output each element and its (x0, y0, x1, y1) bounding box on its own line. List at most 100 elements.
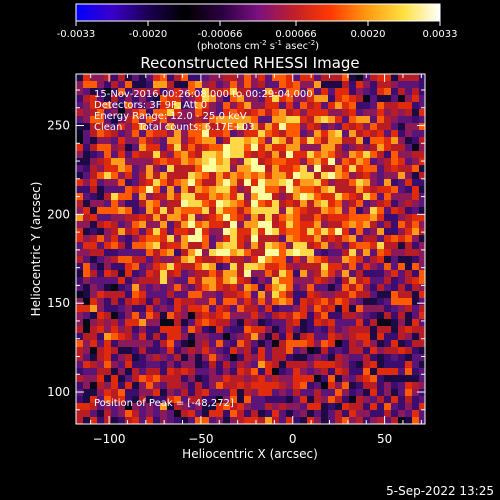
heatmap-cell (272, 186, 280, 194)
heatmap-cell (188, 291, 196, 299)
heatmap-cell (174, 165, 182, 173)
heatmap-cell (104, 403, 112, 411)
heatmap-cell (90, 214, 98, 222)
heatmap-cell (76, 410, 84, 418)
heatmap-cell (118, 368, 126, 376)
heatmap-cell (76, 74, 84, 82)
heatmap-cell (384, 158, 392, 166)
heatmap-cell (139, 284, 147, 292)
heatmap-cell (300, 249, 308, 257)
heatmap-cell (363, 228, 371, 236)
heatmap-cell (300, 179, 308, 187)
heatmap-cell (209, 347, 217, 355)
heatmap-cell (384, 291, 392, 299)
heatmap-cell (188, 109, 196, 117)
heatmap-cell (132, 207, 140, 215)
heatmap-cell (328, 95, 336, 103)
heatmap-cell (132, 326, 140, 334)
heatmap-cell (335, 109, 343, 117)
heatmap-cell (223, 298, 231, 306)
heatmap-cell (300, 270, 308, 278)
heatmap-cell (132, 347, 140, 355)
heatmap-cell (125, 200, 133, 208)
heatmap-cell (125, 81, 133, 89)
heatmap-cell (349, 221, 357, 229)
heatmap-cell (160, 137, 168, 145)
heatmap-cell (195, 81, 203, 89)
heatmap-cell (174, 95, 182, 103)
heatmap-cell (167, 158, 175, 166)
heatmap-cell (370, 235, 378, 243)
heatmap-cell (195, 410, 203, 418)
heatmap-cell (223, 109, 231, 117)
heatmap-cell (279, 354, 287, 362)
heatmap-cell (412, 158, 420, 166)
heatmap-cell (265, 403, 273, 411)
heatmap-cell (230, 193, 238, 201)
heatmap-cell (132, 305, 140, 313)
heatmap-cell (342, 389, 350, 397)
heatmap-cell (349, 165, 357, 173)
heatmap-cell (265, 326, 273, 334)
heatmap-cell (384, 172, 392, 180)
heatmap-cell (125, 389, 133, 397)
heatmap-cell (195, 144, 203, 152)
heatmap-cell (314, 151, 322, 159)
heatmap-cell (174, 81, 182, 89)
heatmap-cell (160, 396, 168, 404)
heatmap-cell (251, 403, 259, 411)
heatmap-cell (111, 221, 119, 229)
heatmap-cell (202, 382, 210, 390)
heatmap-cell (90, 340, 98, 348)
heatmap-cell (370, 81, 378, 89)
heatmap-cell (398, 298, 406, 306)
heatmap-cell (328, 137, 336, 145)
heatmap-cell (237, 95, 245, 103)
heatmap-cell (209, 186, 217, 194)
heatmap-cell (90, 200, 98, 208)
heatmap-cell (349, 382, 357, 390)
heatmap-cell (181, 172, 189, 180)
heatmap-cell (272, 235, 280, 243)
heatmap-cell (195, 123, 203, 131)
heatmap-cell (405, 172, 413, 180)
heatmap-cell (90, 88, 98, 96)
heatmap-cell (181, 130, 189, 138)
heatmap-cell (90, 375, 98, 383)
heatmap-cell (258, 263, 266, 271)
heatmap-cell (195, 347, 203, 355)
heatmap-cell (209, 389, 217, 397)
heatmap-cell (188, 368, 196, 376)
heatmap-cell (391, 235, 399, 243)
heatmap-cell (412, 361, 420, 369)
heatmap-cell (251, 417, 259, 424)
heatmap-cell (237, 333, 245, 341)
heatmap-cell (146, 333, 154, 341)
heatmap-cell (97, 305, 105, 313)
heatmap-cell (153, 207, 161, 215)
heatmap-cell (405, 235, 413, 243)
heatmap-cell (125, 158, 133, 166)
heatmap-cell (244, 81, 252, 89)
heatmap-cell (314, 102, 322, 110)
heatmap-cell (202, 151, 210, 159)
heatmap-cell (146, 354, 154, 362)
heatmap-cell (216, 109, 224, 117)
heatmap-cell (251, 354, 259, 362)
heatmap-cell (307, 382, 315, 390)
heatmap-cell (104, 179, 112, 187)
heatmap-cell (90, 144, 98, 152)
heatmap-cell (286, 410, 294, 418)
heatmap-cell (132, 396, 140, 404)
heatmap-cell (286, 81, 294, 89)
heatmap-cell (356, 396, 364, 404)
heatmap-cell (314, 361, 322, 369)
heatmap-cell (272, 109, 280, 117)
heatmap-cell (244, 403, 252, 411)
heatmap-cell (237, 81, 245, 89)
heatmap-cell (97, 109, 105, 117)
heatmap-cell (209, 172, 217, 180)
heatmap-cell (251, 375, 259, 383)
heatmap-cell (104, 270, 112, 278)
heatmap-cell (139, 270, 147, 278)
